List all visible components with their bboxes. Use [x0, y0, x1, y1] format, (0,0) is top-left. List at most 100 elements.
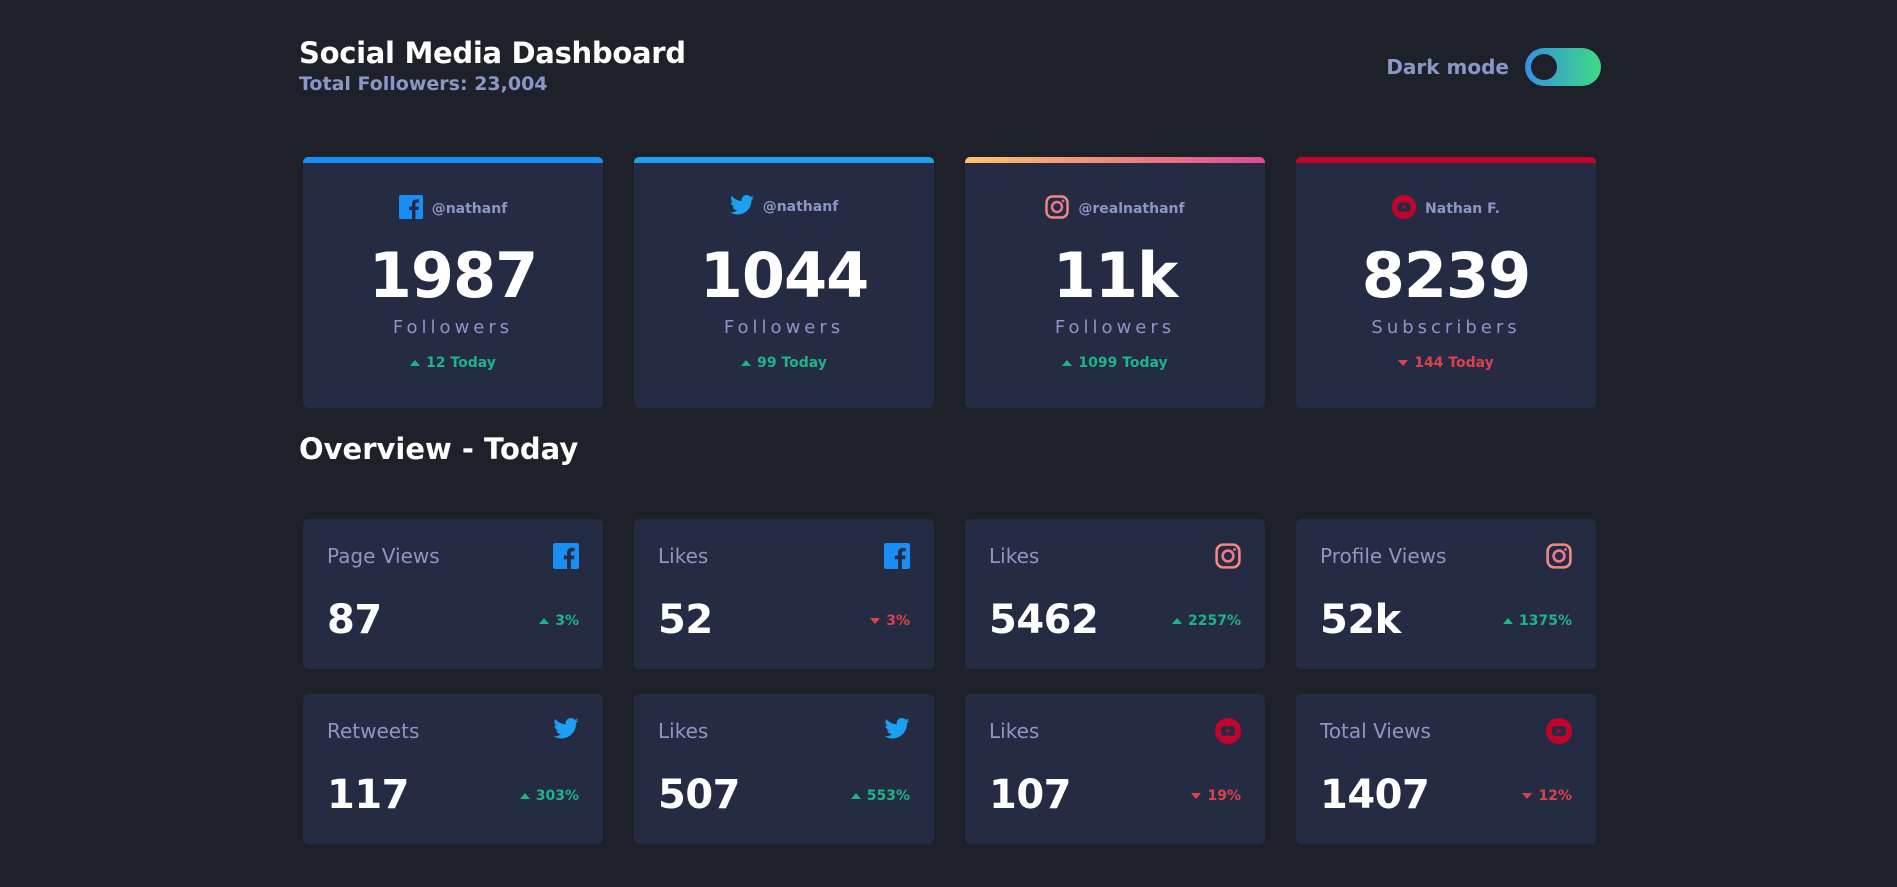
- overview-card-twitter[interactable]: Likes 507 553%: [634, 694, 934, 844]
- instagram-icon: [1546, 543, 1572, 573]
- follower-unit: Subscribers: [1371, 317, 1521, 338]
- handle-row: @nathanf: [634, 195, 934, 219]
- metric-label: Total Views: [1320, 719, 1431, 743]
- platform-color-bar: [1296, 157, 1596, 163]
- percent-change: 553%: [850, 788, 910, 804]
- daily-change-value: 99 Today: [757, 355, 827, 371]
- daily-change: 1099 Today: [965, 355, 1265, 371]
- caret-down-icon: [1191, 793, 1202, 799]
- metric-label: Likes: [658, 719, 709, 743]
- follower-count: 11k: [1052, 239, 1179, 312]
- header: Social Media Dashboard Total Followers: …: [299, 36, 1601, 106]
- youtube-icon: [1215, 718, 1241, 748]
- handle-row: @realnathanf: [965, 195, 1265, 223]
- follower-count: 1987: [368, 239, 539, 312]
- caret-down-icon: [1398, 360, 1409, 366]
- metric-label: Profile Views: [1320, 544, 1447, 568]
- caret-up-icon: [1503, 618, 1513, 624]
- total-followers: Total Followers: 23,004: [299, 73, 548, 95]
- account-handle: Nathan F.: [1425, 201, 1500, 217]
- caret-up-icon: [741, 360, 752, 366]
- platform-color-bar: [303, 157, 603, 163]
- caret-up-icon: [519, 793, 530, 799]
- overview-card-twitter[interactable]: Retweets 117 303%: [303, 694, 603, 844]
- platform-color-bar: [965, 157, 1265, 163]
- overview-cards: Page Views 87 3% Likes 52 3% Likes 5462 …: [303, 519, 1596, 844]
- dark-mode-toggle[interactable]: [1525, 48, 1601, 86]
- follower-card-twitter[interactable]: @nathanf 1044 Followers 99 Today: [634, 157, 934, 408]
- metric-label: Likes: [989, 544, 1040, 568]
- percent-change-value: 3%: [555, 613, 579, 629]
- percent-change-value: 2257%: [1188, 613, 1241, 629]
- overview-card-youtube[interactable]: Total Views 1407 12%: [1296, 694, 1596, 844]
- metric-value: 507: [658, 772, 741, 818]
- metric-value: 107: [989, 772, 1072, 818]
- metric-value: 5462: [989, 597, 1099, 643]
- facebook-icon: [553, 543, 579, 573]
- percent-change-value: 3%: [886, 613, 910, 629]
- follower-card-youtube[interactable]: Nathan F. 8239 Subscribers 144 Today: [1296, 157, 1596, 408]
- youtube-icon: [1392, 195, 1417, 223]
- instagram-icon: [1215, 543, 1241, 573]
- account-handle: @nathanf: [431, 201, 508, 217]
- follower-card-facebook[interactable]: @nathanf 1987 Followers 12 Today: [303, 157, 603, 408]
- percent-change: 12%: [1522, 788, 1572, 804]
- metric-value: 87: [327, 597, 382, 643]
- follower-unit: Followers: [723, 317, 845, 338]
- percent-change-value: 19%: [1207, 788, 1241, 804]
- caret-up-icon: [1062, 360, 1073, 366]
- overview-card-instagram[interactable]: Profile Views 52k 1375%: [1296, 519, 1596, 669]
- youtube-icon: [1546, 718, 1572, 748]
- handle-row: Nathan F.: [1296, 195, 1596, 223]
- caret-up-icon: [1172, 618, 1182, 624]
- percent-change-value: 1375%: [1519, 613, 1572, 629]
- percent-change: 303%: [519, 788, 579, 804]
- platform-color-bar: [634, 157, 934, 163]
- metric-value: 1407: [1320, 772, 1430, 818]
- dark-mode-label: Dark mode: [1386, 55, 1509, 79]
- overview-card-youtube[interactable]: Likes 107 19%: [965, 694, 1265, 844]
- percent-change-value: 12%: [1538, 788, 1572, 804]
- percent-change: 2257%: [1172, 613, 1241, 629]
- toggle-knob: [1531, 54, 1557, 80]
- follower-unit: Followers: [1054, 317, 1176, 338]
- twitter-icon: [884, 718, 910, 743]
- facebook-icon: [884, 543, 910, 573]
- overview-card-facebook[interactable]: Likes 52 3%: [634, 519, 934, 669]
- caret-up-icon: [850, 793, 861, 799]
- metric-value: 52k: [1320, 597, 1401, 643]
- overview-card-instagram[interactable]: Likes 5462 2257%: [965, 519, 1265, 669]
- overview-title: Overview - Today: [299, 432, 579, 466]
- facebook-icon: [398, 195, 423, 223]
- metric-label: Page Views: [327, 544, 440, 568]
- dark-mode-toggle-group: Dark mode: [1386, 48, 1601, 86]
- daily-change-value: 12 Today: [426, 355, 496, 371]
- overview-card-facebook[interactable]: Page Views 87 3%: [303, 519, 603, 669]
- percent-change: 3%: [870, 613, 910, 629]
- daily-change: 99 Today: [634, 355, 934, 371]
- twitter-icon: [553, 718, 579, 743]
- daily-change: 144 Today: [1296, 355, 1596, 371]
- percent-change: 3%: [539, 613, 579, 629]
- caret-down-icon: [870, 618, 881, 624]
- follower-cards: @nathanf 1987 Followers 12 Today @nathan…: [303, 157, 1596, 408]
- percent-change-value: 303%: [535, 788, 579, 804]
- follower-count: 1044: [699, 239, 870, 312]
- percent-change-value: 553%: [866, 788, 910, 804]
- follower-unit: Followers: [392, 317, 514, 338]
- caret-up-icon: [410, 360, 421, 366]
- instagram-icon: [1045, 195, 1070, 223]
- daily-change-value: 144 Today: [1414, 355, 1494, 371]
- metric-value: 52: [658, 597, 713, 643]
- metric-label: Likes: [658, 544, 709, 568]
- caret-up-icon: [539, 618, 550, 624]
- follower-count: 8239: [1361, 239, 1532, 312]
- handle-row: @nathanf: [303, 195, 603, 223]
- follower-card-instagram[interactable]: @realnathanf 11k Followers 1099 Today: [965, 157, 1265, 408]
- daily-change: 12 Today: [303, 355, 603, 371]
- page-title: Social Media Dashboard: [299, 36, 686, 70]
- daily-change-value: 1099 Today: [1078, 355, 1168, 371]
- metric-value: 117: [327, 772, 410, 818]
- twitter-icon: [729, 195, 754, 219]
